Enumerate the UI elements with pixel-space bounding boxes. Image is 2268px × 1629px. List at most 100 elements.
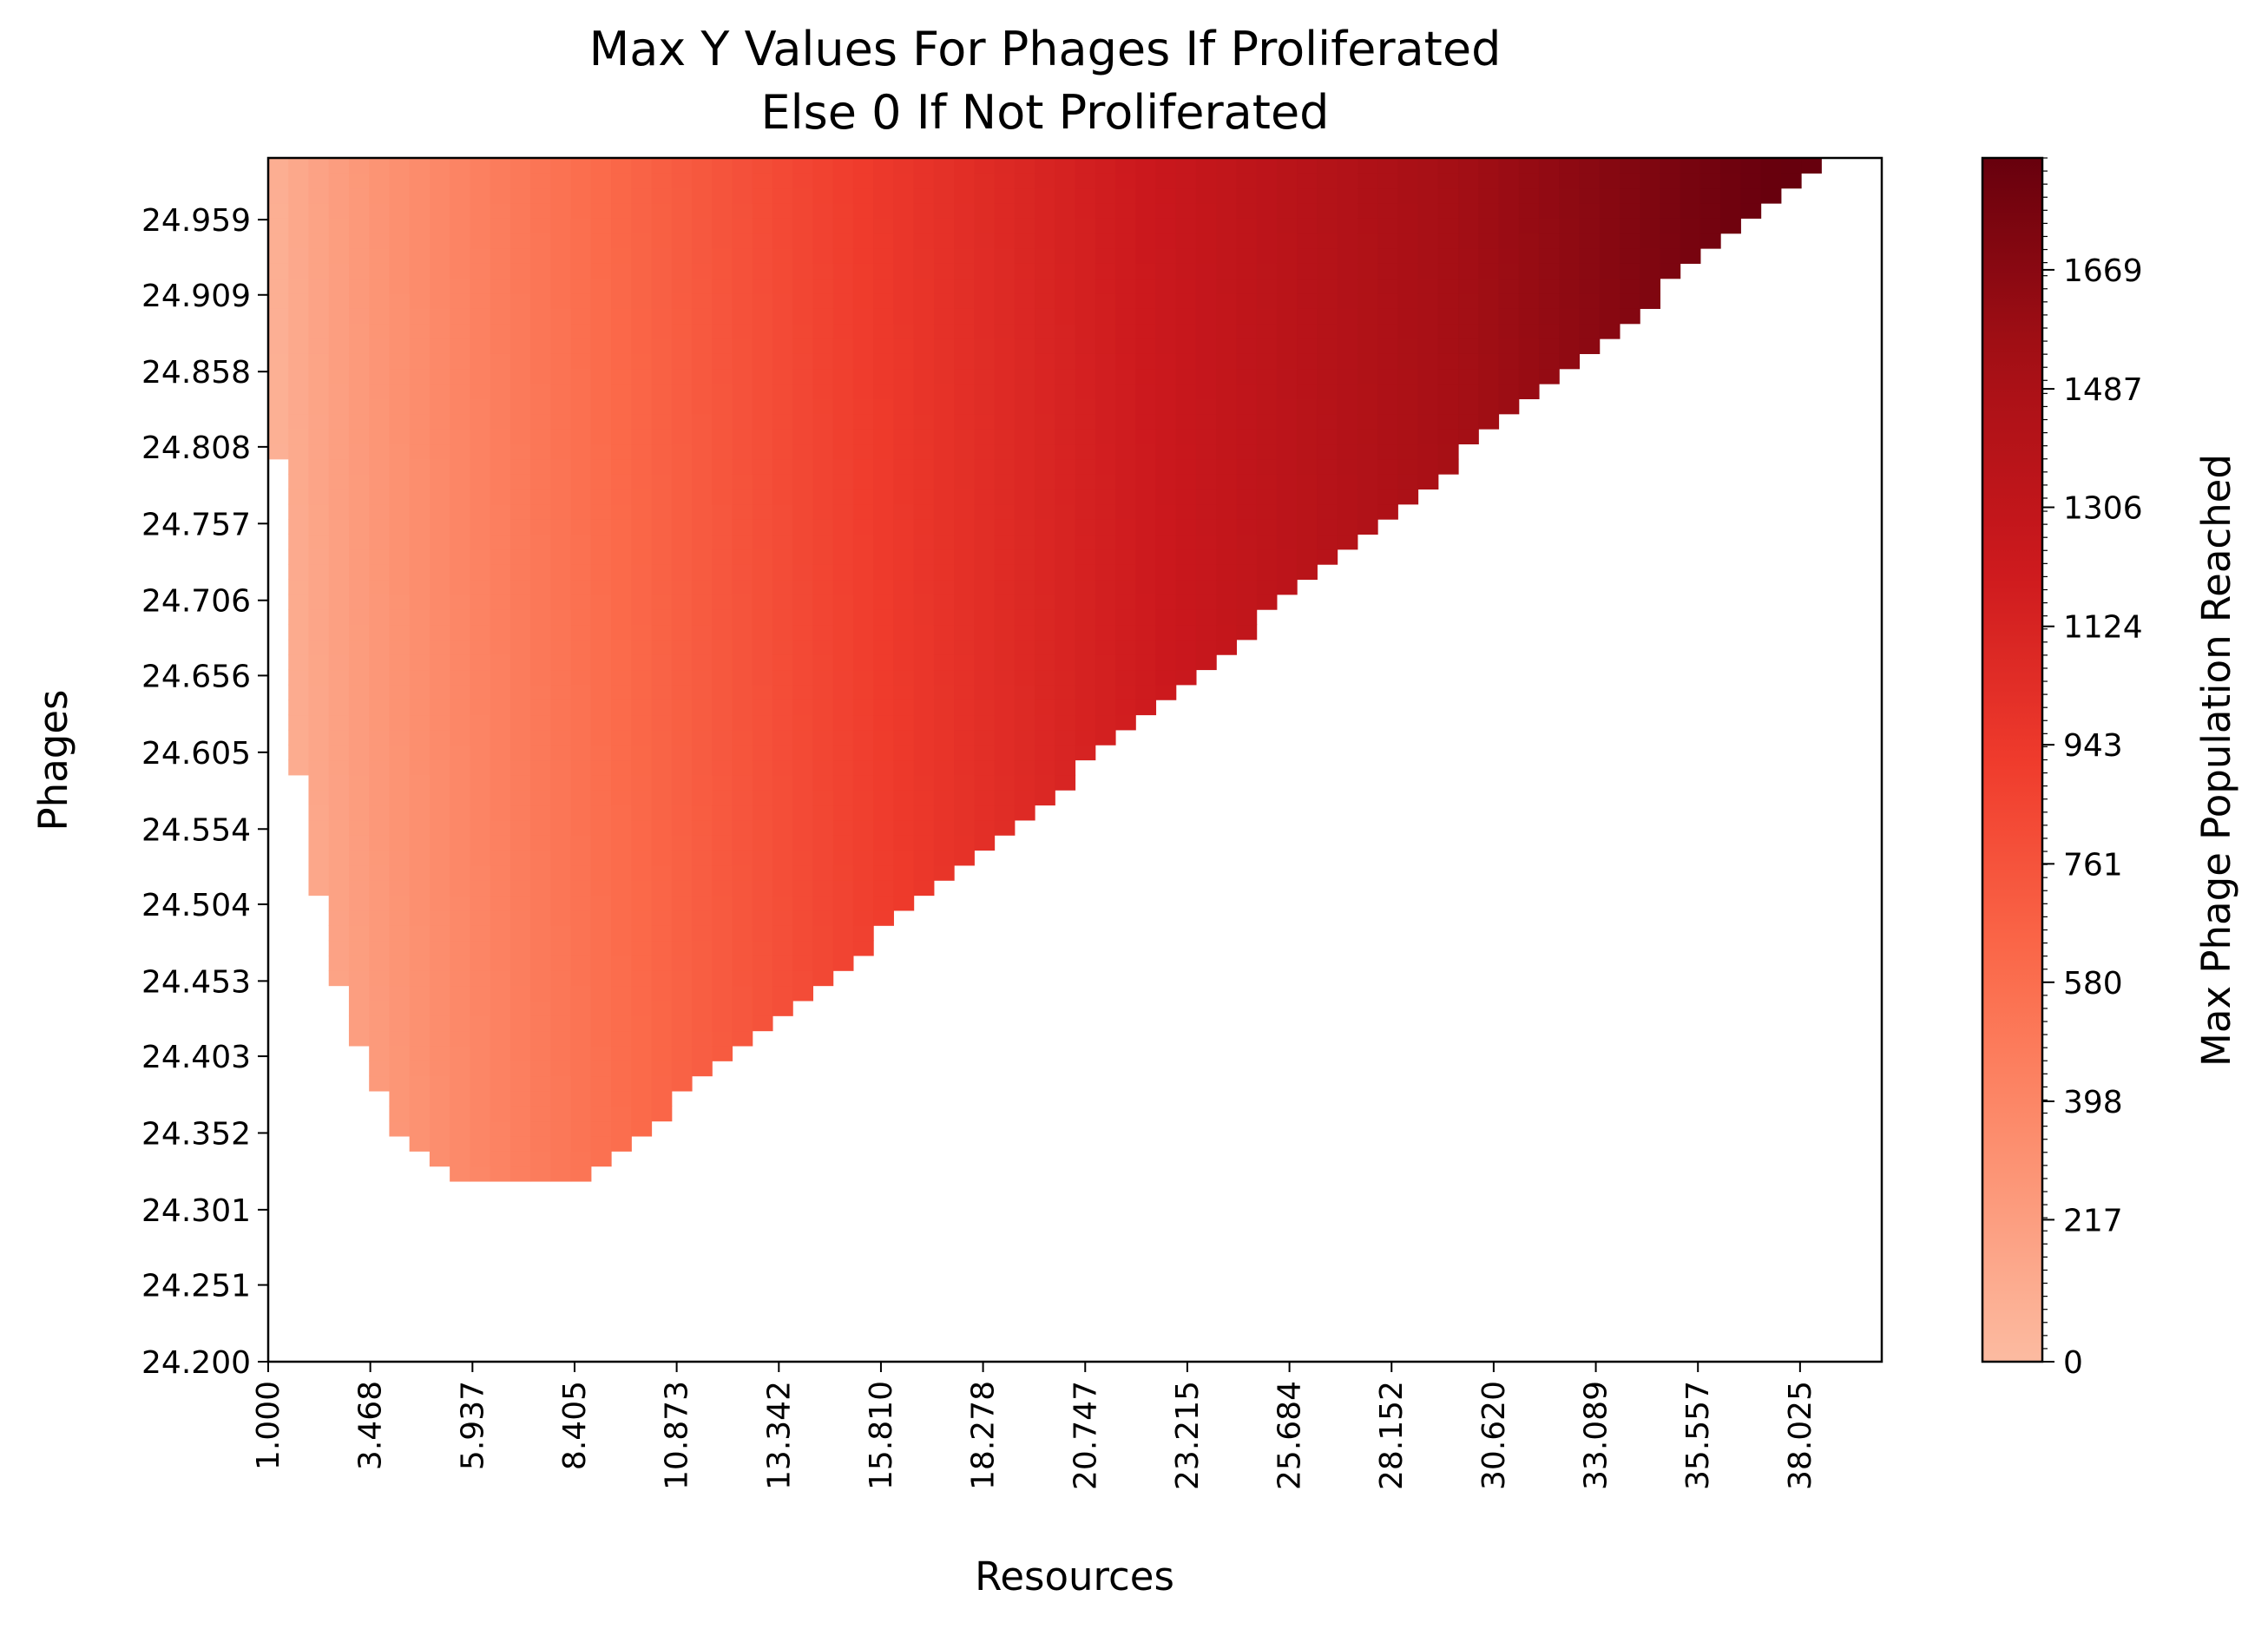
heatmap-cell (671, 895, 693, 911)
heatmap-cell (429, 248, 450, 264)
heatmap-cell (1095, 489, 1116, 505)
heatmap-cell (1478, 293, 1500, 309)
heatmap-cell (1660, 248, 1681, 264)
heatmap-cell (1357, 187, 1378, 204)
heatmap-cell (509, 1166, 531, 1182)
heatmap-cell (389, 729, 411, 746)
heatmap-cell (288, 203, 310, 219)
heatmap-cell (308, 263, 330, 279)
heatmap-cell (913, 368, 935, 384)
heatmap-cell (1337, 187, 1358, 204)
heatmap-cell (509, 203, 531, 219)
heatmap-cell (348, 654, 370, 671)
heatmap-cell (893, 293, 915, 309)
heatmap-cell (1699, 233, 1721, 249)
heatmap-cell (450, 173, 470, 189)
heatmap-cell (450, 368, 470, 384)
heatmap-cell (1559, 308, 1581, 325)
heatmap-cell (691, 910, 713, 926)
heatmap-cell (1437, 429, 1459, 445)
heatmap-cell (570, 835, 592, 851)
heatmap-cell (1155, 548, 1177, 565)
heatmap-cell (1357, 398, 1378, 415)
heatmap-cell (1014, 579, 1035, 595)
heatmap-cell (772, 940, 793, 956)
heatmap-cell (369, 594, 391, 610)
heatmap-cell (1256, 353, 1278, 370)
heatmap-cell (450, 790, 470, 806)
heatmap-cell (772, 187, 793, 204)
heatmap-cell (490, 594, 511, 610)
heatmap-cell (490, 158, 511, 174)
heatmap-cell (732, 323, 753, 339)
heatmap-cell (1760, 158, 1782, 174)
heatmap-cell (631, 880, 653, 897)
heatmap-cell (954, 503, 975, 520)
heatmap-cell (1256, 579, 1278, 595)
heatmap-cell (429, 579, 450, 595)
heatmap-cell (369, 609, 391, 626)
heatmap-cell (1619, 203, 1640, 219)
heatmap-cell (288, 187, 310, 204)
heatmap-cell (1195, 173, 1217, 189)
heatmap-cell (288, 579, 310, 595)
heatmap-cell (832, 895, 854, 911)
heatmap-cell (490, 398, 511, 415)
heatmap-cell (1195, 263, 1217, 279)
heatmap-cell (1699, 187, 1721, 204)
heatmap-cell (530, 1075, 551, 1092)
heatmap-cell (1619, 308, 1640, 325)
heatmap-cell (812, 850, 834, 866)
heatmap-cell (1216, 519, 1237, 535)
heatmap-cell (369, 1061, 391, 1077)
heatmap-cell (530, 489, 551, 505)
heatmap-cell (691, 985, 713, 1002)
heatmap-cell (470, 864, 491, 881)
heatmap-cell (1075, 609, 1096, 626)
heatmap-cell (1135, 669, 1157, 686)
heatmap-cell (1236, 293, 1258, 309)
heatmap-cell (509, 955, 531, 971)
heatmap-cell (1236, 384, 1258, 399)
heatmap-cell (752, 745, 773, 761)
heatmap-cell (1236, 323, 1258, 339)
heatmap-cell (772, 850, 793, 866)
heatmap-cell (288, 263, 310, 279)
heatmap-cell (450, 805, 470, 821)
heatmap-cell (1579, 248, 1601, 264)
heatmap-cell (651, 458, 673, 475)
heatmap-cell (1175, 233, 1197, 249)
heatmap-cell (752, 413, 773, 430)
heatmap-cell (691, 248, 713, 264)
heatmap-cell (893, 564, 915, 581)
heatmap-cell (691, 413, 713, 430)
heatmap-cell (429, 308, 450, 325)
heatmap-cell (913, 880, 935, 897)
heatmap-cell (1114, 684, 1136, 700)
heatmap-cell (792, 895, 814, 911)
heatmap-cell (1155, 248, 1177, 264)
heatmap-cell (671, 458, 693, 475)
heatmap-cell (852, 805, 874, 821)
heatmap-cell (550, 293, 572, 309)
heatmap-cell (530, 850, 551, 866)
heatmap-cell (671, 503, 693, 520)
heatmap-cell (611, 338, 632, 354)
heatmap-cell (530, 774, 551, 791)
heatmap-cell (651, 278, 673, 294)
heatmap-cell (1155, 203, 1177, 219)
heatmap-cell (490, 173, 511, 189)
heatmap-cell (974, 458, 996, 475)
heatmap-cell (328, 714, 350, 731)
heatmap-cell (893, 368, 915, 384)
heatmap-cell (1035, 413, 1055, 430)
heatmap-cell (852, 669, 874, 686)
heatmap-cell (409, 534, 431, 550)
heatmap-cell (631, 654, 653, 671)
heatmap-cell (1236, 203, 1258, 219)
heatmap-cell (631, 474, 653, 490)
heatmap-cell (409, 233, 431, 249)
heatmap-cell (1377, 187, 1398, 204)
heatmap-cell (691, 233, 713, 249)
heatmap-cell (590, 413, 612, 430)
